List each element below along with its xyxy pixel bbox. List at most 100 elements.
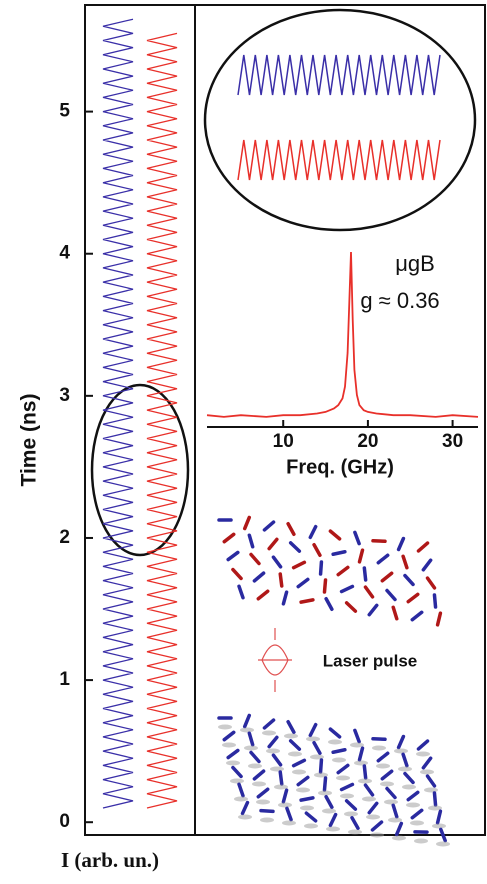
spin-arrow [321, 760, 322, 772]
spin-arrow [288, 524, 294, 535]
y-tick-label: 1 [59, 669, 70, 690]
spin-shadow [218, 725, 232, 730]
spin-shadow [284, 734, 298, 739]
spin-shadow [406, 803, 420, 808]
spin-arrow [258, 591, 267, 598]
spin-arrow [423, 560, 430, 570]
spin-arrow [387, 789, 395, 798]
spin-shadow [262, 731, 276, 736]
spin-shadow [410, 821, 424, 826]
annotation: μgB [395, 251, 435, 276]
spin-arrow [342, 784, 353, 789]
spin-arrow [291, 543, 300, 551]
spin-shadow [372, 746, 386, 751]
spin-arrow [321, 562, 322, 574]
spin-shadow [388, 818, 402, 823]
spin-shadow [278, 803, 292, 808]
spin-arrow [283, 592, 286, 604]
spin-shadow [370, 833, 384, 838]
spin-shadow [380, 782, 394, 787]
spin-arrow [434, 595, 435, 607]
spin-arrow [254, 573, 263, 581]
y-tick-label: 0 [59, 811, 70, 832]
inset-circle [205, 10, 475, 230]
spin-arrow [405, 774, 413, 783]
spin-arrow [269, 539, 277, 548]
spin-arrow [418, 741, 427, 749]
spin-shadow [416, 752, 430, 757]
inset-trace [238, 55, 440, 95]
spin-shadow [332, 758, 346, 763]
spin-arrow [338, 765, 348, 772]
spin-arrow [239, 586, 243, 597]
spin-arrow [280, 772, 281, 784]
spin-arrow [324, 580, 325, 592]
spin-shadow [222, 743, 236, 748]
spin-arrow [245, 715, 250, 726]
spin-arrow [372, 822, 381, 830]
spin-arrow [324, 778, 325, 790]
spin-arrow [423, 758, 430, 768]
spin-arrow [403, 754, 407, 765]
spin-shadow [282, 821, 296, 826]
spin-arrow [287, 808, 291, 819]
figure: Time (ns) I (arb. un.) Freq. (GHz) μgB g… [0, 0, 487, 884]
spin-arrow [369, 803, 377, 812]
spin-shadow [366, 815, 380, 820]
spin-shadow [238, 815, 252, 820]
spin-arrow [428, 776, 435, 786]
spectrum-line [207, 252, 478, 417]
spin-arrow [298, 579, 308, 586]
time-trace [103, 19, 133, 808]
spin-shadow [414, 839, 428, 844]
spin-arrow [387, 591, 395, 600]
spin-arrow [280, 574, 281, 586]
spin-shadow [260, 818, 274, 823]
spin-shadow [326, 827, 340, 832]
x-tick-label: 30 [442, 431, 463, 452]
spin-arrow [360, 748, 363, 760]
spin-arrow [261, 811, 273, 812]
y-tick-label: 2 [59, 527, 70, 548]
spin-arrow [258, 789, 267, 796]
spin-arrow [347, 801, 356, 809]
spin-arrow [249, 733, 252, 745]
spin-arrow [264, 522, 273, 530]
spin-arrow [342, 586, 353, 591]
spin-arrow [314, 545, 320, 555]
spin-shadow [266, 749, 280, 754]
spin-arrow [249, 535, 252, 547]
spin-arrow [224, 534, 233, 541]
spin-shadow [306, 737, 320, 742]
spin-arrow [428, 578, 435, 588]
spin-arrow [251, 752, 259, 761]
spin-shadow [392, 836, 406, 841]
spin-arrow [264, 720, 273, 728]
spin-arrow [393, 607, 397, 618]
spin-arrow [228, 750, 238, 757]
spin-shadow [230, 779, 244, 784]
spin-arrow [373, 541, 385, 542]
spin-shadow [244, 746, 258, 751]
spin-shadow [384, 800, 398, 805]
spin-shadow [340, 794, 354, 799]
spin-arrow [273, 755, 280, 765]
spin-shadow [300, 806, 314, 811]
x-tick-label: 20 [357, 431, 378, 452]
spin-arrow [310, 725, 315, 736]
spin-arrow [243, 803, 248, 814]
spin-arrow [301, 600, 313, 602]
spin-shadow [354, 761, 368, 766]
spin-arrow [408, 792, 417, 799]
spin-arrow [434, 793, 435, 805]
y-tick-label: 3 [59, 385, 70, 406]
spin-arrow [251, 554, 259, 563]
spin-shadow [362, 797, 376, 802]
spin-arrow [378, 555, 387, 562]
spin-arrow [326, 599, 332, 610]
spin-shadow [296, 788, 310, 793]
spin-arrow [360, 550, 363, 562]
spin-shadow [432, 824, 446, 829]
spin-arrow [301, 798, 313, 800]
spin-arrow [239, 784, 243, 795]
